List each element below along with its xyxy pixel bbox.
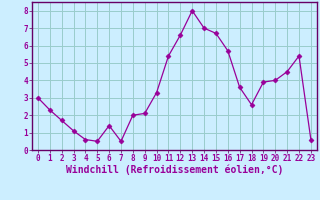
X-axis label: Windchill (Refroidissement éolien,°C): Windchill (Refroidissement éolien,°C) — [66, 165, 283, 175]
